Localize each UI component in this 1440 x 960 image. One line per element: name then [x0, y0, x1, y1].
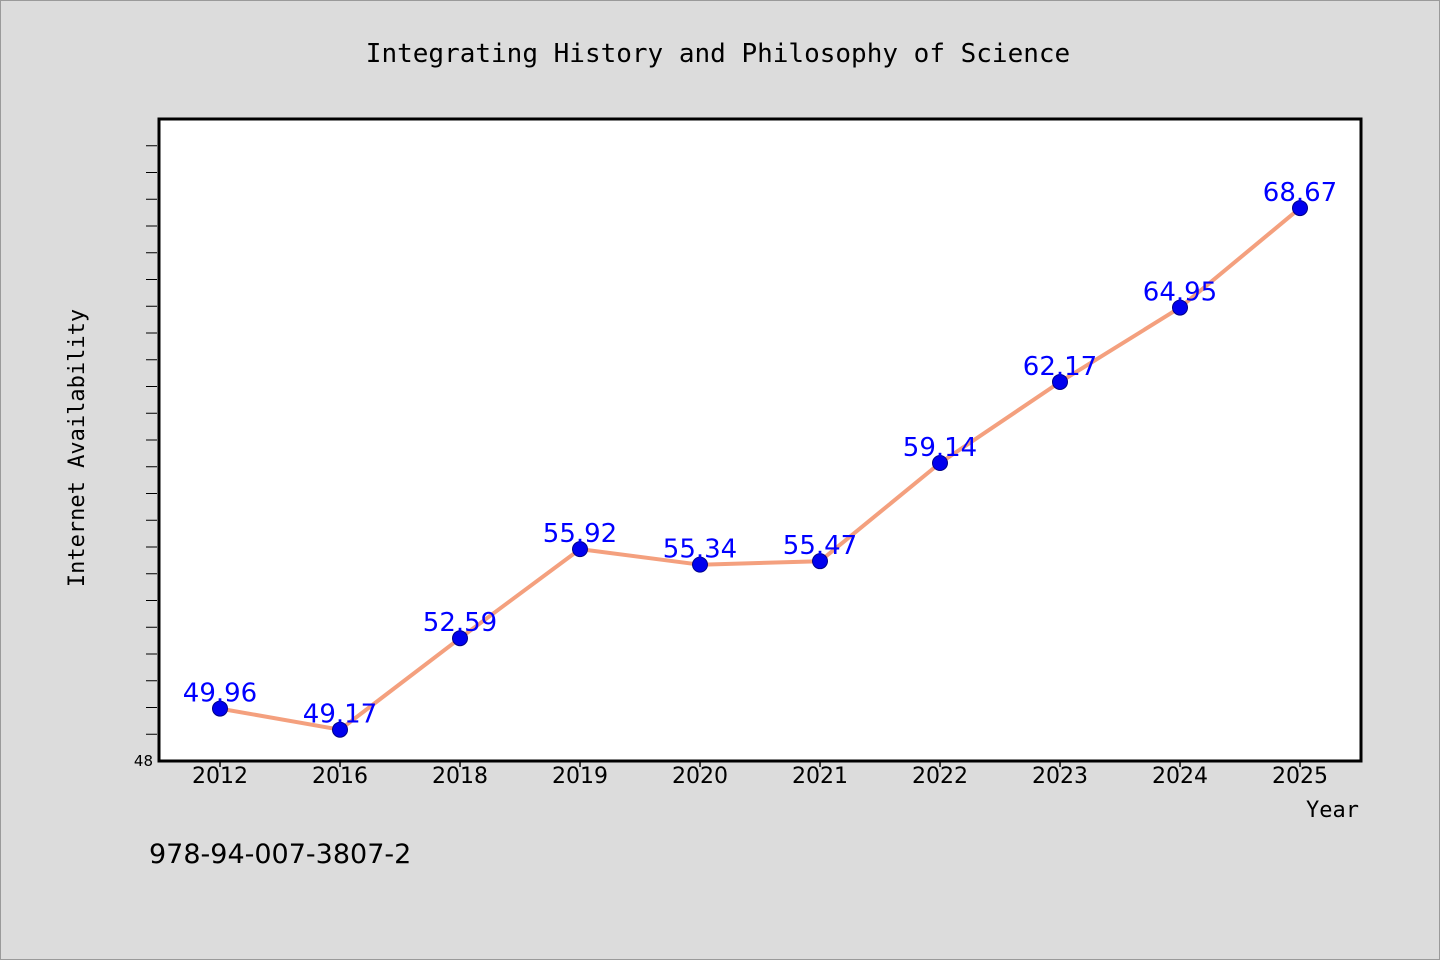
data-point [1052, 373, 1068, 390]
data-label: 55.47 [783, 531, 857, 561]
x-tick-label: 2021 [792, 764, 848, 789]
chart-title: Integrating History and Philosophy of Sc… [366, 39, 1070, 69]
data-point [932, 455, 948, 472]
x-axis-ticks: 2012 2016 2018 2019 2020 2021 2022 2023 2024 2025 [192, 761, 1328, 789]
y-axis-label: Internet Availability [65, 309, 90, 587]
data-point [212, 700, 228, 717]
x-axis-label: Year [1306, 798, 1359, 823]
isbn-footer: 978-94-007-3807-2 [149, 839, 411, 870]
x-tick-label: 2018 [432, 764, 488, 789]
data-point [572, 541, 588, 558]
x-tick-label: 2019 [552, 764, 608, 789]
x-tick-label: 2016 [312, 764, 368, 789]
data-label: 52.59 [423, 608, 497, 638]
data-label: 64.95 [1143, 278, 1217, 308]
data-label: 49.17 [303, 700, 377, 730]
data-point [1172, 299, 1188, 316]
series-group: 49.96 49.17 52.59 55.92 55.34 55.47 59.14 62.17… [183, 178, 1337, 738]
data-point [812, 553, 828, 570]
data-label: 59.14 [903, 433, 977, 463]
series-line [218, 206, 1302, 732]
data-label: 68.67 [1263, 178, 1337, 208]
data-label: 62.17 [1023, 352, 1097, 382]
data-point [332, 721, 348, 738]
x-tick-label: 2023 [1032, 764, 1088, 789]
data-point [692, 556, 708, 573]
x-tick-label: 2022 [912, 764, 968, 789]
data-label: 55.92 [543, 519, 617, 549]
data-point [452, 630, 468, 647]
x-tick-label: 2012 [192, 764, 248, 789]
x-tick-label: 2024 [1152, 764, 1208, 789]
data-point [1292, 200, 1308, 217]
x-tick-label: 2025 [1272, 764, 1328, 789]
y-axis-ticks [146, 145, 157, 735]
data-label: 55.34 [663, 535, 737, 565]
data-label: 49.96 [183, 679, 257, 709]
plot-area [157, 117, 1363, 763]
x-tick-label: 2020 [672, 764, 728, 789]
y-tick-label-min: 48 [134, 752, 153, 770]
